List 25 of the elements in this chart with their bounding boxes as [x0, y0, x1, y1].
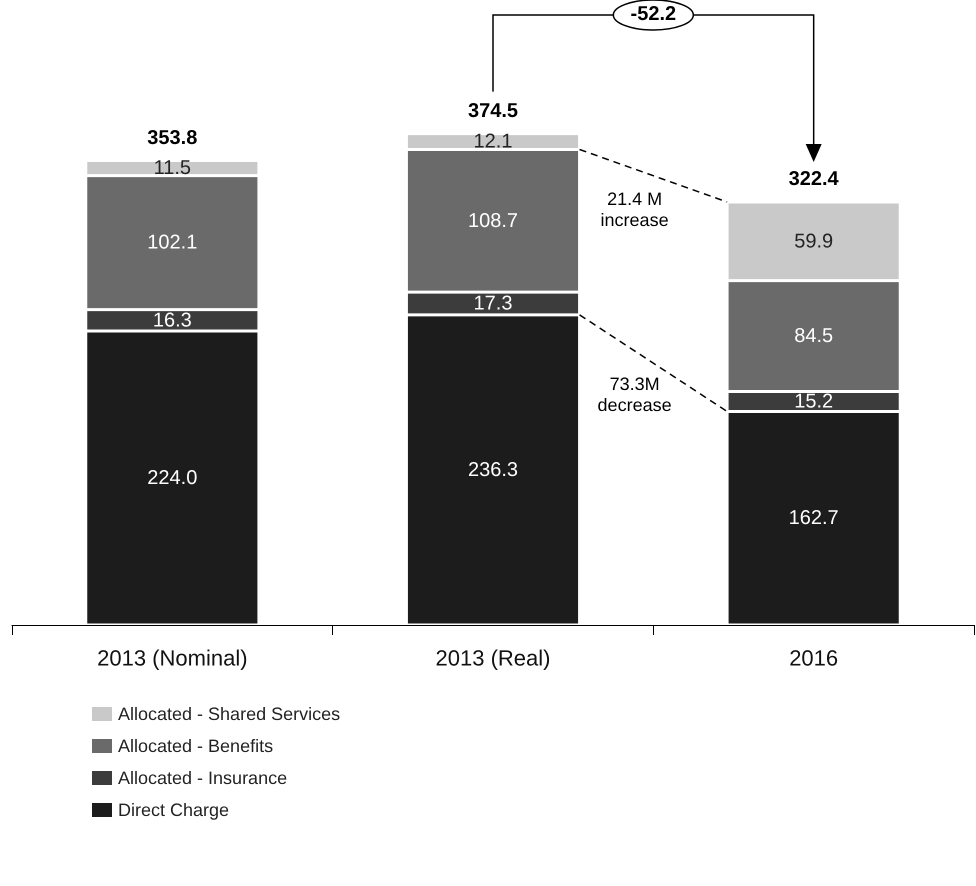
legend-label: Allocated - Shared Services	[118, 704, 340, 724]
data-label: 15.2	[794, 390, 834, 412]
data-label: 236.3	[468, 458, 518, 481]
total-label: 322.4	[788, 168, 840, 191]
text: -52.2	[630, 3, 678, 26]
data-label: 102.1	[147, 232, 198, 254]
data-label: 224.0	[147, 467, 198, 489]
total-label: 353.8	[146, 126, 198, 150]
legend-label: Allocated - Benefits	[118, 736, 274, 756]
x-tick-label: 2013 (Real)	[436, 646, 550, 670]
annotation: 21.4 M increase	[600, 188, 670, 231]
legend-label: Allocated - Insurance	[118, 768, 288, 788]
data-label: 84.5	[794, 325, 834, 348]
data-label: 12.1	[474, 130, 512, 153]
data-label: 108.7	[468, 210, 518, 232]
data-label: 16.3	[152, 309, 192, 332]
data-label: 162.7	[788, 507, 839, 530]
data-label: 17.3	[474, 292, 512, 315]
total-label: 374.5	[466, 100, 520, 123]
x-tick-label: 2016	[789, 646, 838, 670]
x-tick-label: 2013 (Nominal)	[97, 646, 248, 670]
data-label: 59.9	[794, 230, 834, 252]
data-label: 11.5	[154, 157, 192, 180]
annotation: 73.3M decrease	[596, 374, 673, 416]
legend-label: Direct Charge	[118, 800, 230, 820]
